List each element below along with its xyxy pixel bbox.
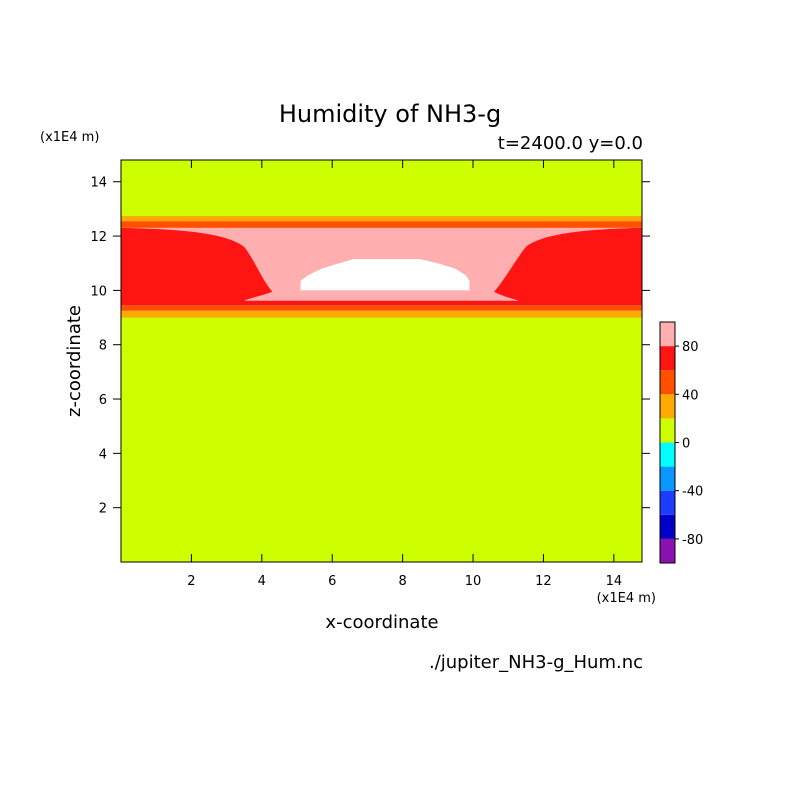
colorbar-tick-label: -80 <box>682 533 703 548</box>
chart-subtitle: t=2400.0 y=0.0 <box>498 133 643 154</box>
y-tick-label: 6 <box>99 393 107 408</box>
colorbar-swatch <box>660 418 675 443</box>
source-filename: ./jupiter_NH3-g_Hum.nc <box>429 652 643 673</box>
y-tick-label: 4 <box>99 447 107 462</box>
x-scale-label: (x1E4 m) <box>597 591 656 606</box>
x-axis-ticks: 2 4 6 8 10 12 14 <box>187 160 622 589</box>
contour-band <box>121 305 642 311</box>
contour-band <box>121 160 642 216</box>
colorbar-swatch <box>660 370 675 395</box>
colorbar-swatch <box>660 322 675 347</box>
colorbar-swatch <box>660 442 675 467</box>
contour-region-above-100 <box>300 259 470 291</box>
plot-frame <box>120 159 643 563</box>
colorbar-tick-label: 80 <box>682 340 699 355</box>
x-tick-label: 8 <box>398 574 406 589</box>
y-tick-label: 14 <box>90 176 107 191</box>
contour-band <box>121 221 642 228</box>
x-axis-label: x-coordinate <box>325 612 438 633</box>
contour-band <box>121 317 642 562</box>
colorbar-swatch <box>660 538 675 563</box>
x-tick-label: 2 <box>187 574 195 589</box>
colorbar-swatch <box>660 490 675 515</box>
x-tick-label: 12 <box>535 574 552 589</box>
colorbar-swatch <box>660 514 675 539</box>
colorbar-tick-label: 40 <box>682 388 699 403</box>
z-scale-label: (x1E4 m) <box>40 130 99 145</box>
x-tick-label: 10 <box>465 574 482 589</box>
y-axis-ticks: 2 4 6 8 10 12 14 <box>90 176 650 517</box>
y-tick-label: 10 <box>90 284 107 299</box>
y-tick-label: 8 <box>99 339 107 354</box>
colorbar-tick-label: -40 <box>682 485 703 500</box>
x-tick-label: 6 <box>328 574 336 589</box>
y-tick-label: 12 <box>90 230 107 245</box>
contour-band <box>121 215 642 222</box>
contour-band <box>121 310 642 318</box>
chart-title: Humidity of NH3-g <box>279 100 501 128</box>
y-axis-label: z-coordinate <box>64 305 85 417</box>
y-tick-label: 2 <box>99 502 107 517</box>
x-tick-label: 4 <box>258 574 266 589</box>
colorbar-tick-label: 0 <box>682 437 690 452</box>
colorbar-swatch <box>660 394 675 419</box>
contour-fills <box>121 160 642 562</box>
colorbar-swatch <box>660 346 675 371</box>
colorbar-swatch <box>660 466 675 491</box>
colorbar: 80 40 0 -40 -80 <box>659 321 703 564</box>
x-tick-label: 14 <box>606 574 623 589</box>
